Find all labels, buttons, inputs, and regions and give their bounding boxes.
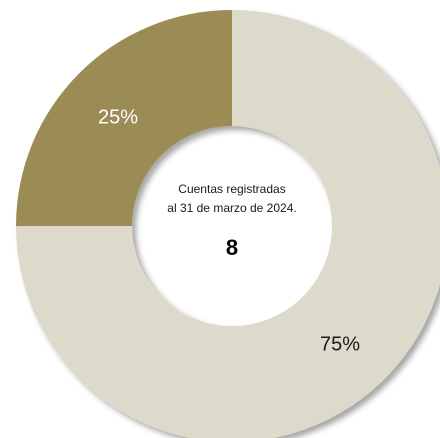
slice-label-2: 25% <box>98 106 138 128</box>
slice-label-1: 75% <box>320 333 360 355</box>
center-caption-line-1: Cuentas registradas <box>178 182 285 196</box>
donut-slice-1 <box>16 10 440 438</box>
center-caption-line-2: al 31 de marzo de 2024. <box>167 201 296 215</box>
donut-center: Cuentas registradas al 31 de marzo de 20… <box>167 182 296 260</box>
slice-labels: 75% 25% <box>98 106 360 355</box>
donut-slice-2 <box>16 10 232 226</box>
donut-slices <box>16 10 440 438</box>
center-total: 8 <box>226 235 238 260</box>
